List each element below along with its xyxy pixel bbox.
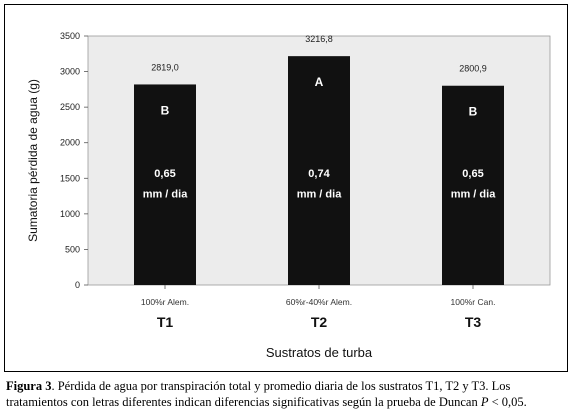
y-tick-label: 3500 [60,31,80,41]
bar-rate-unit: mm / dia [451,188,497,200]
bar-t2 [288,56,350,285]
y-tick-label: 3000 [60,67,80,77]
x-tick-label: T3 [465,314,482,330]
bar-t1 [134,84,196,285]
caption-text: . Pérdida de agua por transpiración tota… [6,379,511,409]
y-axis-title: Sumatoria pérdida de agua (g) [26,79,40,242]
caption-p-symbol: P [480,395,489,409]
y-tick-label: 2000 [60,138,80,148]
bar-daily-rate: 0,74 [308,168,330,180]
x-tick-label: T1 [157,314,174,330]
bar-value-label: 2800,9 [459,64,487,74]
bar-rate-unit: mm / dia [143,188,189,200]
x-sublabel: 100%r Can. [451,297,496,307]
bar-group-letter: B [161,103,170,117]
y-tick-label: 1500 [60,173,80,183]
x-sublabel: 100%r Alem. [141,297,189,307]
y-tick-label: 500 [65,244,80,254]
bar-t3 [442,85,504,286]
y-tick-label: 2500 [60,102,80,112]
x-axis-title: Sustratos de turba [266,345,373,360]
figure-caption: Figura 3. Pérdida de agua por transpirac… [6,378,568,410]
y-tick-label: 1000 [60,209,80,219]
bar-daily-rate: 0,65 [462,168,483,180]
bar-value-label: 2819,0 [151,62,179,72]
bar-chart: 0 500 1000 1500 2000 2500 3000 3500 Sumatoria pé… [26,31,551,360]
y-tick-label: 0 [75,280,80,290]
caption-text-end: < 0,05. [488,395,527,409]
bar-value-label: 3216,8 [305,34,333,44]
bar-daily-rate: 0,65 [154,168,175,180]
caption-label: Figura 3 [6,379,52,393]
x-tick-label: T2 [311,314,328,330]
bar-rate-unit: mm / dia [297,188,343,200]
bar-group-letter: A [315,75,324,89]
bar-group-letter: B [469,105,478,119]
figure-frame: 0 500 1000 1500 2000 2500 3000 3500 Sumatoria pé… [4,4,568,372]
x-sublabel: 60%r-40%r Alem. [286,297,352,307]
